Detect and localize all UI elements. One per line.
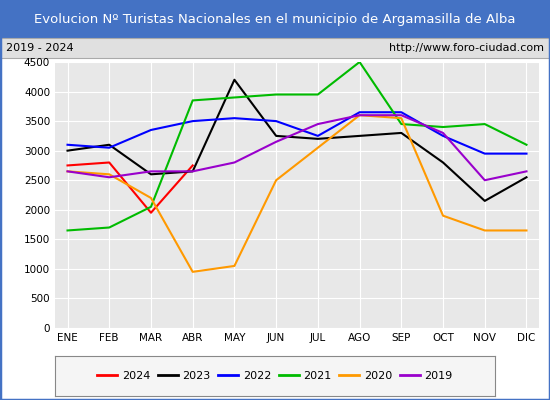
Text: Evolucion Nº Turistas Nacionales en el municipio de Argamasilla de Alba: Evolucion Nº Turistas Nacionales en el m…	[34, 12, 516, 26]
Text: http://www.foro-ciudad.com: http://www.foro-ciudad.com	[389, 43, 544, 53]
Legend: 2024, 2023, 2022, 2021, 2020, 2019: 2024, 2023, 2022, 2021, 2020, 2019	[93, 366, 457, 386]
Text: 2019 - 2024: 2019 - 2024	[6, 43, 73, 53]
